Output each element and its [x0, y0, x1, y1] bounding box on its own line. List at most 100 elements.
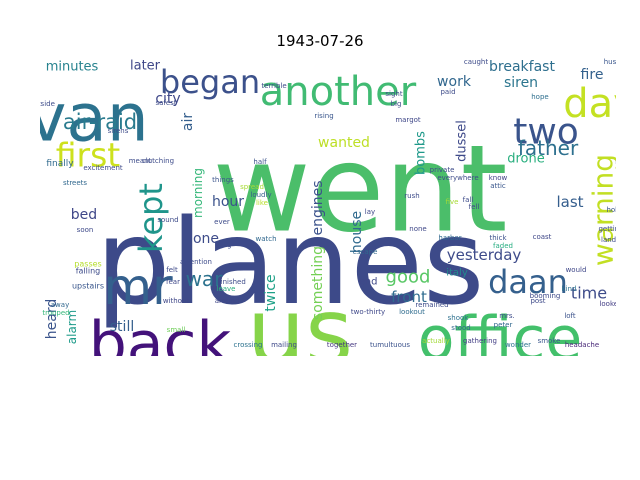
- cloud-word: office: [418, 304, 583, 356]
- cloud-word: spread: [240, 183, 264, 191]
- cloud-word: streets: [63, 179, 87, 187]
- word-cloud: wentplanesusbackofficevananothermrdaytwo…: [40, 56, 616, 356]
- cloud-word: without: [163, 297, 190, 305]
- cloud-word: five: [446, 198, 459, 206]
- cloud-word: coast: [533, 233, 552, 241]
- cloud-word: terrible: [261, 82, 286, 90]
- cloud-word: mr: [103, 258, 173, 316]
- cloud-word: dussel: [455, 120, 470, 162]
- cloud-word: around: [215, 297, 240, 305]
- cloud-word: attic: [490, 182, 506, 190]
- cloud-word: caught: [464, 58, 488, 66]
- cloud-word: good: [386, 267, 431, 288]
- cloud-word: engines: [310, 180, 326, 235]
- cloud-word: paid: [440, 88, 455, 96]
- cloud-word: peter: [494, 321, 513, 329]
- cloud-word: day: [563, 81, 616, 127]
- cloud-word: sirens: [108, 127, 129, 135]
- cloud-word: something: [310, 246, 326, 320]
- cloud-word: like: [256, 199, 268, 207]
- cloud-word: one: [193, 231, 219, 247]
- cloud-word: know: [489, 174, 508, 182]
- cloud-word: mailing: [271, 341, 297, 349]
- cloud-word: planes: [96, 193, 485, 331]
- cloud-word: tumultuous: [370, 341, 410, 349]
- cloud-word: front: [391, 288, 427, 306]
- cloud-word: air-raid: [63, 110, 137, 134]
- cloud-word: actually: [422, 337, 450, 345]
- cloud-word: wanted: [318, 135, 370, 151]
- cloud-word: crossing: [234, 341, 263, 349]
- cloud-word: daan: [488, 263, 568, 301]
- cloud-word: remained: [415, 301, 448, 309]
- cloud-word: another: [260, 69, 417, 115]
- cloud-word: two-thirty: [351, 308, 385, 316]
- cloud-word: thick: [489, 234, 507, 242]
- cloud-word: us: [247, 279, 353, 357]
- cloud-word: faded: [493, 242, 513, 250]
- cloud-word: first: [56, 136, 121, 175]
- cloud-word: escape: [353, 248, 378, 256]
- cloud-word: fire: [581, 67, 604, 83]
- cloud-word: end: [359, 277, 378, 288]
- cloud-word: rising: [314, 112, 333, 120]
- cloud-word: things: [212, 176, 234, 184]
- cloud-word: drone: [507, 152, 545, 167]
- cloud-word: gathering: [463, 337, 497, 345]
- cloud-word: headache: [565, 341, 599, 349]
- cloud-word: alarm: [65, 310, 79, 344]
- cloud-word: rush: [404, 192, 419, 200]
- cloud-word: hold: [606, 206, 616, 214]
- cloud-word: two: [513, 112, 579, 153]
- cloud-word: air: [180, 113, 196, 131]
- cloud-word: siren: [504, 75, 538, 91]
- cloud-word: minutes: [46, 60, 99, 75]
- cloud-word: outside: [40, 100, 55, 108]
- cloud-word: yesterday: [447, 246, 522, 264]
- cloud-word: leave: [217, 285, 236, 293]
- cloud-word: hope: [531, 93, 548, 101]
- cloud-word: loft: [564, 312, 576, 320]
- cloud-word: italy: [446, 268, 468, 279]
- cloud-word: away: [51, 301, 69, 309]
- chart-title: 1943-07-26: [276, 32, 364, 50]
- cloud-word: ever: [214, 218, 230, 226]
- cloud-word: stood: [451, 324, 470, 332]
- cloud-word: work: [437, 74, 472, 90]
- cloud-word: heard: [44, 299, 60, 339]
- cloud-word: fell: [469, 203, 480, 211]
- cloud-word: finally: [46, 159, 74, 169]
- cloud-word: getting: [598, 225, 616, 233]
- cloud-word: passes: [74, 260, 101, 269]
- cloud-word: harbor: [438, 234, 461, 242]
- cloud-word: watch: [255, 235, 276, 243]
- cloud-word: warning: [587, 154, 617, 266]
- cloud-word: lookout: [399, 308, 425, 316]
- cloud-word: would: [566, 266, 587, 274]
- cloud-word: trooped: [42, 309, 69, 317]
- cloud-word: clutching: [142, 157, 174, 165]
- cloud-word: began: [160, 63, 260, 101]
- cloud-word: booming: [530, 292, 561, 300]
- cloud-word: sound: [157, 216, 178, 224]
- cloud-word: sight: [385, 90, 402, 98]
- cloud-word: together: [327, 341, 357, 349]
- cloud-word: small: [167, 326, 186, 334]
- cloud-word: everywhere: [437, 174, 478, 182]
- cloud-word: shook: [448, 314, 470, 322]
- cloud-word: private: [430, 166, 455, 174]
- cloud-word: last: [556, 193, 583, 211]
- cloud-word: finished: [218, 278, 246, 286]
- cloud-word: falling: [76, 267, 101, 276]
- cloud-word: soon: [77, 226, 94, 234]
- cloud-word: bombs: [414, 131, 429, 175]
- cloud-word: mrs.: [499, 312, 515, 320]
- cloud-word: hus: [604, 58, 616, 66]
- cloud-word: kind: [562, 285, 577, 293]
- cloud-word: father: [518, 136, 579, 160]
- cloud-word: big: [391, 100, 402, 108]
- cloud-word: kept: [132, 183, 170, 253]
- cloud-word: wonder: [505, 341, 531, 349]
- cloud-word: half: [253, 158, 267, 166]
- cloud-word: loudly: [250, 191, 271, 199]
